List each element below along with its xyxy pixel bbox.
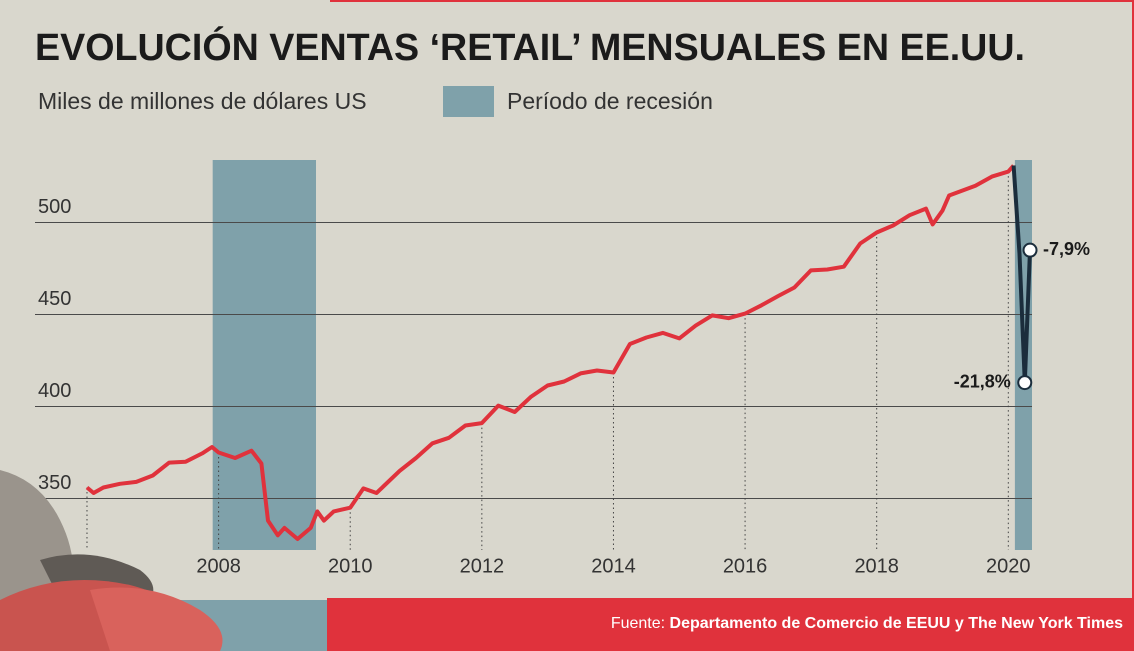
annotation: -7,9%: [1043, 239, 1090, 259]
x-tick-label: 2016: [723, 555, 768, 577]
legend-label: Período de recesión: [507, 88, 713, 114]
plot: 3504004505002006200820102012201420162018…: [35, 160, 1090, 577]
decor: [90, 587, 223, 651]
point-marker: [1022, 242, 1038, 258]
x-tick-label: 2014: [591, 555, 636, 577]
chart-title: EVOLUCIÓN VENTAS ‘RETAIL’ MENSUALES EN E…: [35, 25, 1025, 69]
source: Fuente: Departamento de Comercio de EEUU…: [611, 615, 1123, 632]
series-line: [1011, 165, 1032, 385]
x-tick-label: 2020: [986, 555, 1031, 577]
subtitle: Miles de millones de dólares US: [38, 88, 367, 114]
x-tick-label: 2012: [460, 555, 505, 577]
x-tick-label: 2018: [854, 555, 899, 577]
y-tick-label: 500: [38, 196, 71, 218]
x-tick-label: 2008: [196, 555, 241, 577]
legend-swatch: [443, 86, 494, 117]
source-text: Departamento de Comercio de EEUU y The N…: [670, 615, 1124, 632]
decor-figures: [0, 470, 223, 651]
annotation: -21,8%: [954, 371, 1011, 391]
y-tick-label: 400: [38, 380, 71, 402]
point-marker: [1017, 375, 1033, 391]
source-label: Fuente:: [611, 615, 665, 632]
footer-band: [327, 598, 1134, 651]
y-tick-label: 450: [38, 288, 71, 310]
x-tick-label: 2010: [328, 555, 373, 577]
series-line: [85, 164, 1016, 541]
y-tick-label: 350: [38, 472, 71, 494]
